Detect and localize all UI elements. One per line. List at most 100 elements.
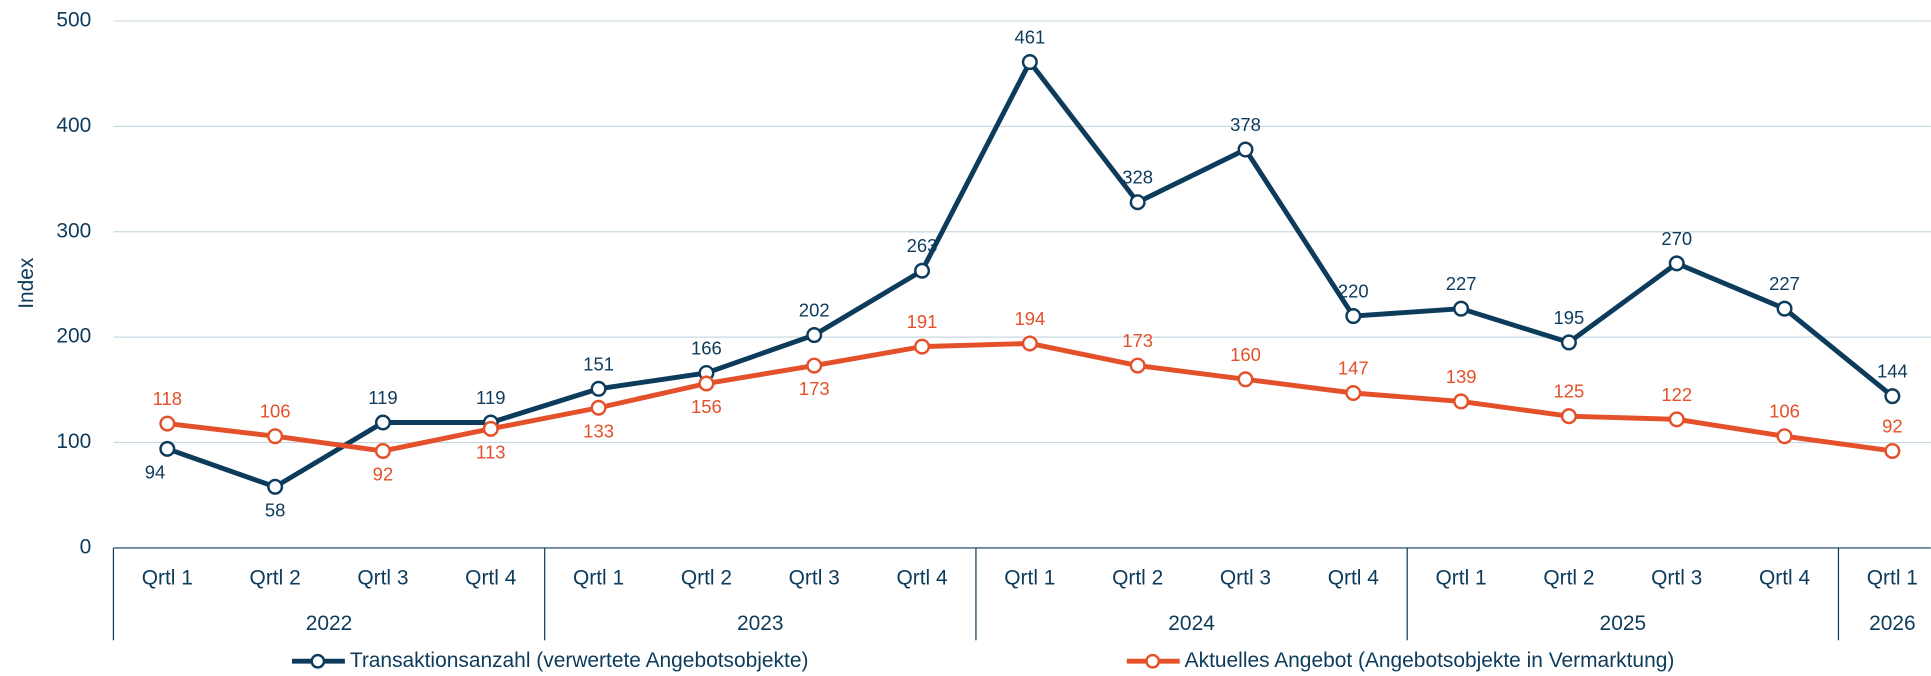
data-label: 133	[583, 420, 614, 441]
point	[1560, 408, 1577, 425]
point	[914, 262, 931, 279]
legend-marker	[1145, 653, 1161, 669]
legend-label: Transaktionsanzahl (verwertete Angebotso…	[350, 649, 809, 672]
x-tick-label: Qrtl 4	[896, 566, 948, 589]
legend-label: Aktuelles Angebot (Angebotsobjekte in Ve…	[1185, 649, 1675, 672]
data-label: 147	[1338, 357, 1369, 378]
data-label: 378	[1230, 114, 1261, 135]
point	[1237, 141, 1254, 158]
x-tick-label: Qrtl 3	[357, 566, 408, 589]
x-tick-label: Qrtl 1	[1436, 566, 1487, 589]
group-label: 2025	[1600, 612, 1647, 635]
point	[1453, 300, 1470, 317]
legend-marker	[310, 653, 326, 669]
point	[1021, 54, 1038, 71]
point	[1884, 442, 1901, 459]
x-tick-label: Qrtl 2	[681, 566, 732, 589]
point	[806, 327, 823, 344]
point	[374, 442, 391, 459]
point	[1237, 371, 1254, 388]
data-label: 194	[1014, 308, 1045, 329]
data-label: 191	[907, 311, 938, 332]
data-label: 92	[1882, 415, 1903, 436]
data-label: 263	[907, 235, 938, 256]
point	[1129, 357, 1146, 374]
point	[1129, 194, 1146, 211]
x-tick-label: Qrtl 1	[1867, 566, 1918, 589]
data-label: 220	[1338, 281, 1369, 302]
data-label: 106	[260, 401, 291, 422]
data-label: 92	[373, 463, 394, 484]
x-tick-label: Qrtl 3	[789, 566, 840, 589]
point	[1560, 334, 1577, 351]
x-tick-label: Qrtl 2	[1112, 566, 1163, 589]
data-label: 122	[1661, 384, 1692, 405]
series-line	[167, 340, 1893, 454]
x-tick-label: Qrtl 1	[573, 566, 624, 589]
data-label: 106	[1769, 401, 1800, 422]
data-label: 94	[145, 461, 166, 482]
data-label: 58	[265, 499, 286, 520]
x-tick-label: Qrtl 2	[1543, 566, 1594, 589]
data-label: 139	[1446, 366, 1477, 387]
data-label: 166	[691, 337, 722, 358]
data-label: 328	[1122, 167, 1153, 188]
point	[698, 375, 715, 392]
point	[1776, 428, 1793, 445]
point	[482, 420, 499, 437]
data-label: 119	[476, 387, 505, 408]
x-tick-label: Qrtl 3	[1651, 566, 1702, 589]
data-label: 227	[1769, 273, 1800, 294]
point	[1345, 384, 1362, 402]
data-label: 144	[1877, 361, 1908, 382]
data-label: 160	[1230, 344, 1261, 365]
point	[1021, 335, 1038, 352]
x-tick-label: Qrtl 4	[1328, 566, 1380, 589]
x-tick-label: Qrtl 4	[1759, 566, 1811, 589]
data-label: 227	[1446, 273, 1477, 294]
y-tick-label: 0	[80, 535, 92, 558]
point	[1884, 388, 1901, 405]
data-label: 113	[476, 441, 505, 462]
y-tick-label: 400	[56, 114, 91, 137]
point	[914, 338, 931, 355]
data-label: 119	[368, 387, 397, 408]
point	[374, 414, 391, 431]
y-tick-label: 200	[56, 325, 91, 348]
y-axis-label: Index	[15, 257, 38, 309]
point	[1668, 411, 1685, 428]
point	[159, 415, 176, 432]
x-tick-label: Qrtl 3	[1220, 566, 1271, 589]
point	[590, 399, 607, 416]
data-label: 173	[799, 378, 830, 399]
x-tick-label: Qrtl 1	[142, 566, 193, 589]
group-label: 2026	[1869, 612, 1916, 635]
data-label: 202	[799, 300, 830, 321]
data-label: 125	[1554, 381, 1585, 402]
point	[1453, 393, 1470, 410]
x-tick-label: Qrtl 1	[1004, 566, 1055, 589]
point	[1668, 255, 1685, 272]
data-label: 151	[583, 353, 614, 374]
data-label: 173	[1122, 330, 1153, 351]
point	[1345, 308, 1362, 325]
point	[267, 478, 284, 495]
data-label: 461	[1014, 27, 1045, 48]
data-label: 270	[1661, 228, 1692, 249]
data-label: 118	[153, 388, 182, 409]
group-label: 2022	[306, 612, 353, 635]
data-label: 156	[691, 396, 722, 417]
point	[806, 357, 823, 374]
group-label: 2023	[737, 612, 784, 635]
y-tick-label: 500	[56, 8, 91, 31]
x-tick-label: Qrtl 2	[250, 566, 301, 589]
y-tick-label: 100	[56, 430, 91, 453]
data-label: 195	[1554, 307, 1585, 328]
y-tick-label: 300	[56, 219, 91, 242]
point	[267, 428, 284, 445]
group-label: 2024	[1168, 612, 1215, 635]
point	[1776, 300, 1793, 317]
point	[159, 440, 176, 457]
point	[590, 380, 607, 397]
